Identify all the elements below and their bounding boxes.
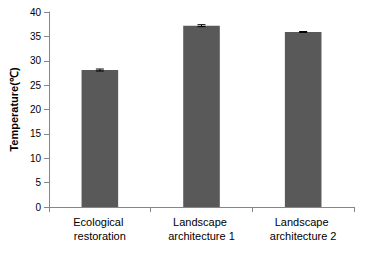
svg-text:Temperature(℃): Temperature(℃) [8,67,20,151]
svg-text:15: 15 [30,128,42,139]
svg-text:Ecological: Ecological [73,216,126,228]
svg-text:20: 20 [30,104,42,115]
svg-text:30: 30 [30,55,42,66]
svg-text:0: 0 [35,202,41,213]
svg-text:35: 35 [30,31,42,42]
svg-text:restoration: restoration [74,230,126,242]
svg-text:architecture 1: architecture 1 [168,230,235,242]
svg-text:Landscape: Landscape [173,216,230,228]
svg-text:5: 5 [35,177,41,188]
svg-text:40: 40 [30,7,42,18]
svg-text:architecture 2: architecture 2 [270,230,337,242]
svg-text:10: 10 [30,153,42,164]
svg-text:Landscape: Landscape [275,216,332,228]
svg-text:25: 25 [30,80,42,91]
